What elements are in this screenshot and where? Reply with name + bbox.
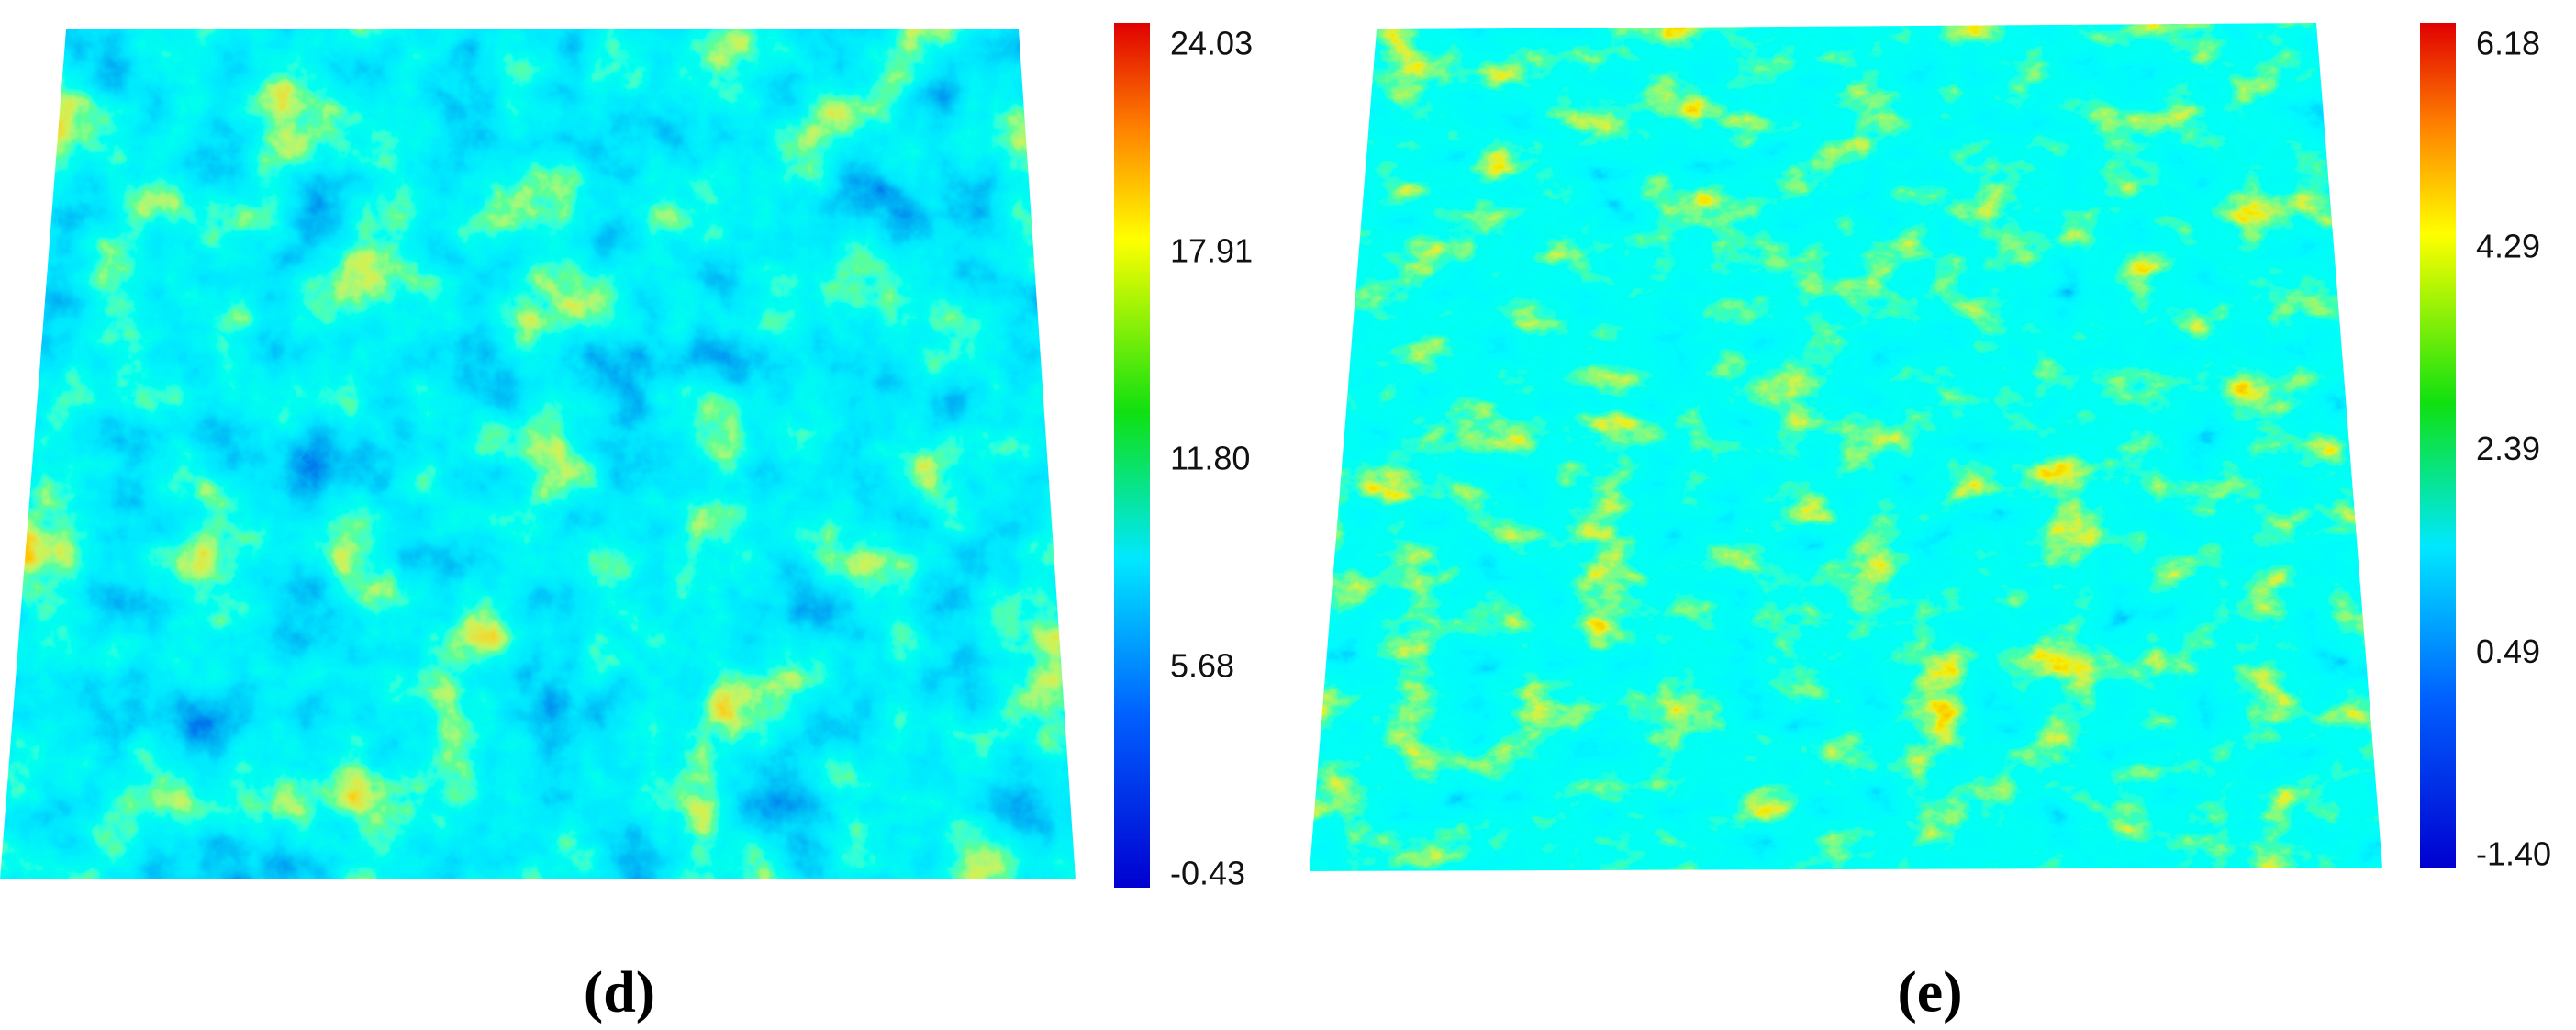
panel-label: (d) xyxy=(584,959,655,1024)
colorbar-tick-label: 6.18 xyxy=(2476,25,2540,62)
colorbar xyxy=(2420,23,2456,868)
colorbar-tick-label: 17.91 xyxy=(1170,232,1253,270)
colorbar-tick-label: 5.68 xyxy=(1170,647,1234,685)
surface-e xyxy=(1310,23,2382,871)
colorbar-tick-label: 2.39 xyxy=(2476,430,2540,467)
colorbar-tick-label: 11.80 xyxy=(1170,440,1250,477)
colorbar-tick-label: 4.29 xyxy=(2476,227,2540,264)
colorbar-tick-label: -0.43 xyxy=(1170,855,1245,892)
colorbar-tick-label: 0.49 xyxy=(2476,633,2540,670)
colorbar-tick-label: -1.40 xyxy=(2476,835,2551,873)
colorbar-tick-label: 24.03 xyxy=(1170,25,1253,62)
panel-label: (e) xyxy=(1897,959,1962,1024)
colorbar xyxy=(1114,23,1150,888)
surface-d xyxy=(0,29,1076,879)
